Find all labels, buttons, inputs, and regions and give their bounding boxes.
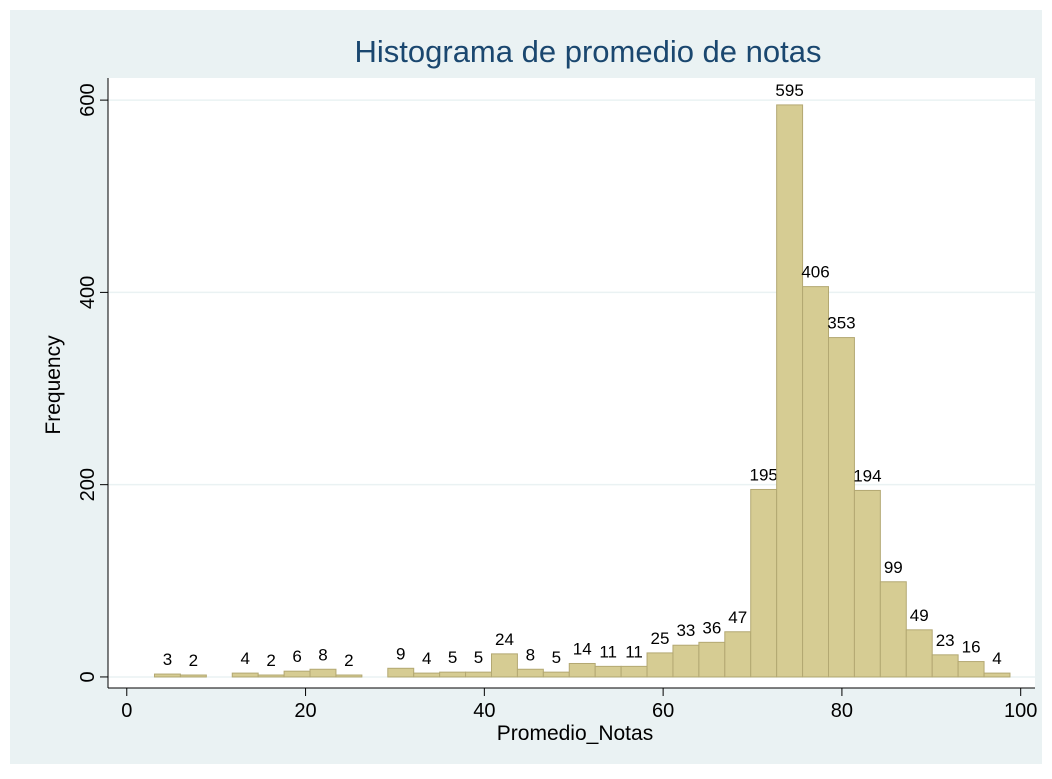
bar (776, 104, 804, 678)
bar (309, 668, 337, 678)
bar (439, 671, 467, 678)
bar (828, 337, 855, 678)
bar-value-label: 353 (827, 314, 855, 333)
bar (387, 667, 415, 678)
bar-value-label: 2 (189, 651, 198, 670)
bar (465, 671, 492, 678)
bar (516, 668, 544, 678)
bar-value-label: 11 (625, 642, 643, 661)
bar (542, 671, 570, 678)
bar (413, 672, 441, 678)
bar (153, 673, 181, 678)
bar (179, 674, 207, 678)
bar-value-label: 14 (573, 639, 592, 658)
bar (698, 641, 726, 678)
bar-value-label: 5 (448, 648, 457, 667)
bar-value-label: 23 (936, 631, 955, 650)
chart-title: Histograma de promedio de notas (355, 34, 822, 69)
bar-value-label: 2 (344, 651, 353, 670)
bar-value-label: 2 (266, 651, 275, 670)
bar-value-label: 8 (526, 645, 535, 664)
bar (931, 654, 959, 678)
bar-value-label: 99 (884, 558, 903, 577)
y-axis-label: Frequency (42, 335, 65, 435)
bar-value-label: 4 (240, 649, 249, 668)
bar-value-label: 8 (318, 645, 327, 664)
x-tick-label: 80 (831, 700, 853, 722)
bar-value-label: 33 (676, 621, 695, 640)
bar (231, 672, 259, 678)
bar-value-label: 4 (992, 649, 1001, 668)
bar (283, 670, 311, 678)
bar-value-label: 194 (853, 466, 881, 485)
bar-value-label: 195 (750, 465, 778, 484)
bar (594, 665, 622, 678)
y-tick-label: 0 (77, 671, 99, 682)
bar-value-label: 3 (163, 650, 172, 669)
bar-value-label: 47 (728, 608, 747, 627)
bar-value-label: 595 (775, 81, 803, 100)
bar (724, 631, 752, 678)
bar-value-label: 36 (702, 618, 721, 637)
bar-value-label: 5 (474, 648, 483, 667)
bar-value-label: 6 (292, 647, 301, 666)
x-tick-label: 40 (473, 700, 495, 722)
bar (957, 661, 985, 678)
bar (257, 674, 285, 678)
bar-value-label: 11 (599, 642, 617, 661)
x-tick-label: 20 (294, 700, 316, 722)
y-tick-label: 200 (77, 468, 99, 501)
y-tick-label: 400 (77, 276, 99, 309)
bar (879, 581, 907, 678)
bar (802, 286, 830, 678)
x-tick-label: 100 (1004, 700, 1037, 722)
bar (905, 629, 933, 678)
bar (853, 489, 881, 678)
bar-value-label: 24 (495, 630, 514, 649)
bar (646, 652, 674, 678)
x-tick-label: 60 (652, 700, 674, 722)
y-tick-label: 600 (77, 83, 99, 116)
x-axis-label: Promedio_Notas (497, 722, 653, 745)
bar-value-label: 49 (910, 606, 929, 625)
bar (568, 662, 596, 678)
bar (490, 653, 518, 678)
bar-value-label: 25 (651, 629, 670, 648)
bar (620, 665, 648, 678)
bar-value-label: 406 (801, 263, 829, 282)
x-tick-label: 0 (121, 700, 132, 722)
bar-value-label: 16 (962, 638, 981, 657)
bar (672, 644, 700, 678)
bar-value-label: 4 (422, 649, 431, 668)
bar (750, 488, 778, 678)
bar-value-label: 5 (552, 648, 561, 667)
bar-value-label: 9 (396, 644, 405, 663)
bar (983, 672, 1011, 678)
bar (335, 674, 363, 678)
